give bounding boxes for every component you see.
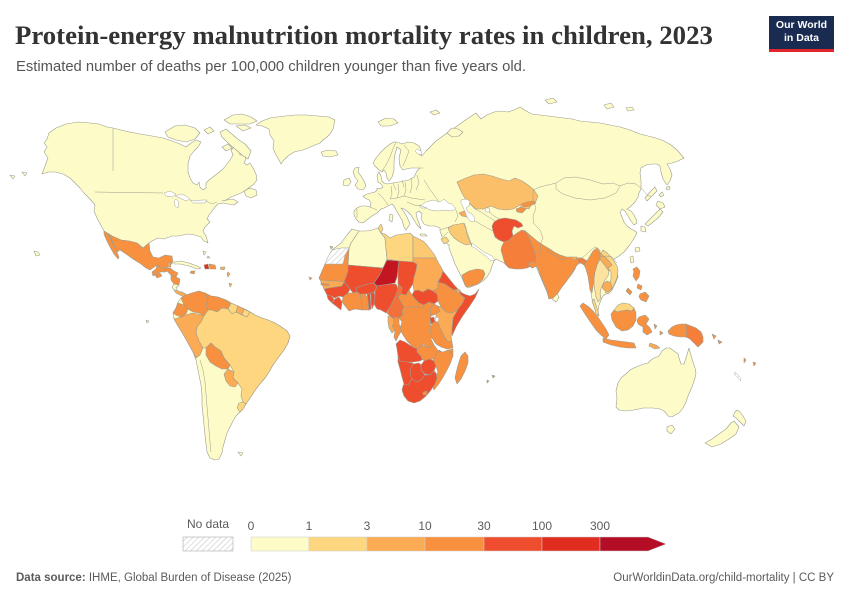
svg-text:0: 0 (248, 519, 255, 533)
svg-text:3: 3 (364, 519, 371, 533)
svg-text:30: 30 (477, 519, 491, 533)
svg-text:1: 1 (306, 519, 313, 533)
svg-text:100: 100 (532, 519, 552, 533)
svg-text:300: 300 (590, 519, 610, 533)
svg-text:10: 10 (418, 519, 432, 533)
